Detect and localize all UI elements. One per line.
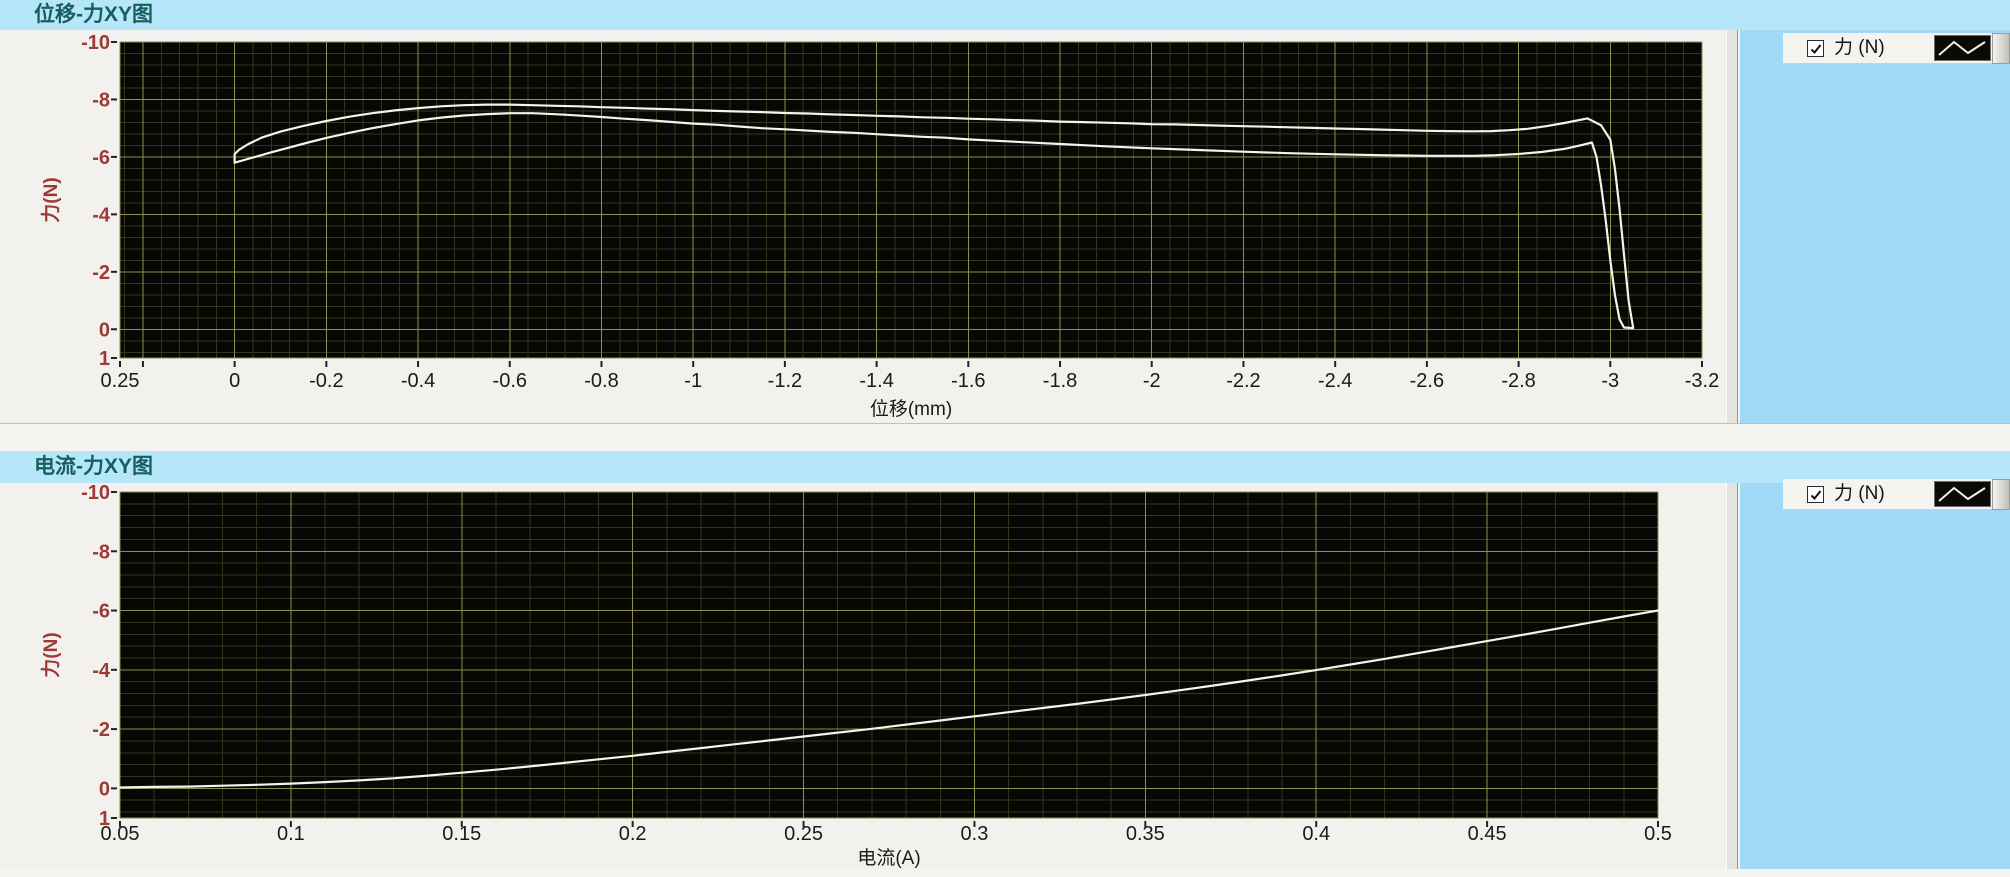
svg-text:-0.4: -0.4: [401, 370, 435, 392]
svg-text:1: 1: [99, 348, 110, 370]
svg-text:-6: -6: [92, 601, 110, 623]
plot-border: [119, 41, 1703, 359]
bottom-strip: [0, 869, 2010, 877]
line-style-icon: [1938, 486, 1986, 502]
chart1-legend: 力 (N): [1783, 33, 2010, 64]
current-force-panel: 0.05 0.1 0.15 0.2 0.25 0.3 0.35 0.4 0.45 0.5 -10 -8…: [0, 483, 1740, 869]
svg-text:-4: -4: [92, 660, 111, 682]
svg-text:0: 0: [99, 319, 110, 341]
svg-text:-4: -4: [92, 204, 111, 226]
svg-text:-6: -6: [92, 147, 110, 169]
svg-text:0.4: 0.4: [1302, 823, 1330, 845]
svg-text:0.2: 0.2: [619, 823, 647, 845]
chart2-legend-label: 力 (N): [1834, 483, 1885, 504]
svg-text:1: 1: [99, 808, 110, 830]
svg-text:-10: -10: [81, 483, 110, 504]
svg-text:-2: -2: [92, 262, 110, 284]
svg-text:0.35: 0.35: [1126, 823, 1165, 845]
chart1-plot-style-swatch[interactable]: [1934, 35, 1991, 61]
chart2-legend: 力 (N): [1783, 479, 2010, 510]
chart2-plot-style-swatch[interactable]: [1934, 481, 1991, 507]
panel1-splitter[interactable]: [1726, 30, 1738, 423]
y-axis-title: 力(N): [39, 632, 62, 677]
svg-text:0: 0: [99, 778, 110, 800]
panel2-splitter[interactable]: [1726, 483, 1738, 869]
check-icon: [1810, 44, 1822, 54]
chart2-legend-checkbox[interactable]: [1807, 486, 1824, 503]
svg-text:-1: -1: [684, 370, 702, 392]
x-tick-labels: 0.05 0.1 0.15 0.2 0.25 0.3 0.35 0.4 0.45 0.5: [101, 821, 1672, 845]
check-icon: [1810, 490, 1822, 500]
panel-divider: [0, 423, 2010, 451]
y-axis-title: 力(N): [39, 177, 62, 222]
svg-text:0.1: 0.1: [277, 823, 305, 845]
svg-text:0.25: 0.25: [101, 370, 140, 392]
line-style-icon: [1938, 40, 1986, 56]
svg-text:0.45: 0.45: [1468, 823, 1507, 845]
svg-text:-2.4: -2.4: [1318, 370, 1352, 392]
plot-area[interactable]: [120, 42, 1702, 358]
force-curve: [118, 609, 1660, 789]
svg-text:-0.6: -0.6: [493, 370, 527, 392]
svg-text:-1.6: -1.6: [951, 370, 985, 392]
chart1-legend-label: 力 (N): [1834, 37, 1885, 58]
svg-text:-10: -10: [81, 32, 110, 54]
svg-text:0.15: 0.15: [442, 823, 481, 845]
chart1-titlebar: 位移-力XY图: [0, 0, 2010, 30]
x-axis-title: 位移(mm): [870, 398, 952, 420]
current-force-chart[interactable]: 0.05 0.1 0.15 0.2 0.25 0.3 0.35 0.4 0.45 0.5 -10 -8…: [0, 483, 1740, 869]
gridlines-minor: [120, 492, 1658, 818]
x-tick-labels: 0.25 0 -0.2 -0.4 -0.6 -0.8 -1 -1.2 -1.4 -1.6 -1.8 -…: [101, 361, 1719, 392]
displacement-force-chart[interactable]: 0.25 0 -0.2 -0.4 -0.6 -0.8 -1 -1.2 -1.4 -1.6 -1.8 -…: [0, 30, 1740, 423]
svg-text:-2: -2: [92, 719, 110, 741]
chart2-title: 电流-力XY图: [34, 455, 154, 478]
svg-text:0: 0: [229, 370, 240, 392]
gridlines-major: [120, 42, 1702, 358]
svg-text:-8: -8: [92, 89, 110, 111]
svg-text:0.5: 0.5: [1644, 823, 1672, 845]
svg-text:-3: -3: [1601, 370, 1619, 392]
x-axis-title: 电流(A): [857, 847, 920, 869]
svg-text:-1.4: -1.4: [859, 370, 893, 392]
svg-text:-1.2: -1.2: [768, 370, 802, 392]
svg-text:-8: -8: [92, 541, 110, 563]
svg-text:-2: -2: [1143, 370, 1161, 392]
svg-text:-0.8: -0.8: [584, 370, 618, 392]
force-curve: [233, 103, 1635, 330]
gridlines-minor: [120, 42, 1702, 358]
chart1-title: 位移-力XY图: [34, 3, 154, 26]
svg-text:-2.6: -2.6: [1410, 370, 1444, 392]
svg-text:-3.2: -3.2: [1685, 370, 1719, 392]
svg-text:0.05: 0.05: [101, 823, 140, 845]
svg-text:0.25: 0.25: [784, 823, 823, 845]
svg-text:-1.8: -1.8: [1043, 370, 1077, 392]
svg-text:-2.2: -2.2: [1226, 370, 1260, 392]
plot-border: [119, 491, 1659, 819]
gridlines-major: [120, 492, 1659, 818]
y-tick-labels: -10 -8 -6 -4 -2 0 1: [81, 483, 117, 830]
svg-text:-0.2: -0.2: [309, 370, 343, 392]
svg-text:-2.8: -2.8: [1501, 370, 1535, 392]
svg-text:0.3: 0.3: [961, 823, 989, 845]
chart2-titlebar: 电流-力XY图: [0, 451, 2010, 483]
chart1-legend-scrollbar[interactable]: [1992, 33, 2010, 64]
chart2-legend-scrollbar[interactable]: [1992, 479, 2010, 510]
displacement-force-panel: 0.25 0 -0.2 -0.4 -0.6 -0.8 -1 -1.2 -1.4 -1.6 -1.8 -…: [0, 30, 1740, 424]
chart1-legend-checkbox[interactable]: [1807, 40, 1824, 57]
y-tick-labels: -10 -8 -6 -4 -2 0 1: [81, 32, 117, 370]
plot-area[interactable]: [120, 492, 1658, 818]
